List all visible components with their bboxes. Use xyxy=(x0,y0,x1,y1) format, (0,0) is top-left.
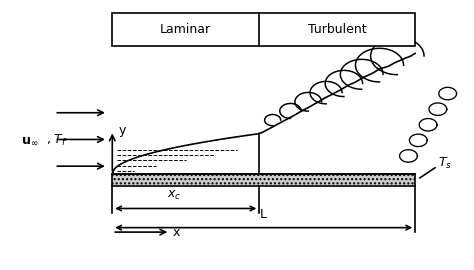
Text: L: L xyxy=(260,208,267,221)
Text: x: x xyxy=(173,226,180,239)
Text: y: y xyxy=(119,124,127,137)
Bar xyxy=(112,174,415,186)
Text: Laminar: Laminar xyxy=(160,23,211,36)
Text: , $T_f$: , $T_f$ xyxy=(46,133,68,148)
FancyBboxPatch shape xyxy=(112,12,415,46)
Text: $\mathbf{u}_\infty$: $\mathbf{u}_\infty$ xyxy=(21,134,38,147)
Text: $T_s$: $T_s$ xyxy=(438,156,452,171)
Text: Turbulent: Turbulent xyxy=(308,23,366,36)
Text: $x_c$: $x_c$ xyxy=(167,189,182,202)
